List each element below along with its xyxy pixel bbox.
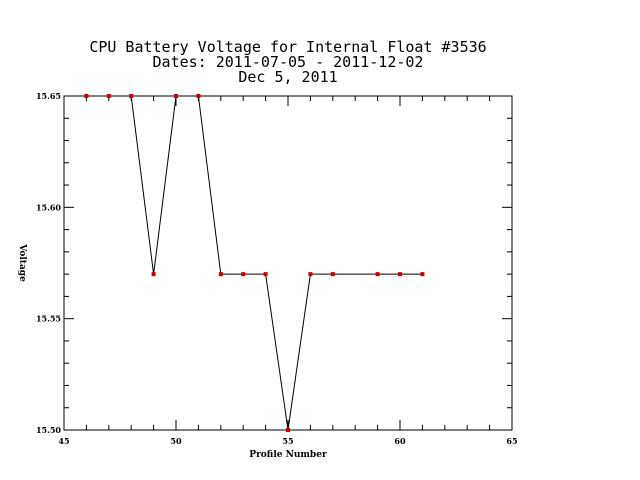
x-tick-label: 45 — [58, 436, 69, 446]
data-point — [106, 94, 111, 98]
data-point — [330, 272, 335, 277]
data-point — [196, 94, 201, 98]
series-layer — [84, 94, 425, 432]
x-tick-label: 55 — [282, 436, 293, 446]
series-line — [86, 95, 423, 431]
x-tick-label: 60 — [394, 436, 406, 446]
title-line-2: Dates: 2011-07-05 - 2011-12-02 — [153, 53, 424, 71]
data-point — [174, 94, 178, 98]
axis-ticks: 45 50 55 60 65 15.50 15.55 15.60 15.65 — [36, 91, 518, 446]
data-point — [375, 272, 380, 277]
plot-frame — [63, 95, 513, 431]
x-tick-label: 65 — [506, 436, 517, 446]
y-tick-label: 15.50 — [36, 425, 61, 435]
data-point — [84, 94, 89, 98]
title-line-1: CPU Battery Voltage for Internal Float #… — [89, 38, 486, 56]
data-point — [151, 272, 156, 277]
data-point — [241, 272, 246, 277]
x-tick-label: 50 — [170, 436, 182, 446]
data-point — [263, 272, 268, 277]
data-point — [308, 272, 313, 277]
data-point — [420, 272, 425, 277]
data-point — [286, 428, 290, 432]
data-point — [218, 272, 223, 277]
y-tick-label: 15.65 — [36, 91, 61, 101]
y-axis-label: Voltage — [17, 243, 27, 282]
y-tick-label: 15.55 — [36, 314, 61, 324]
data-point — [129, 94, 134, 98]
y-tick-label: 15.60 — [36, 202, 61, 212]
x-axis-label: Profile Number — [249, 450, 327, 460]
title-line-3: Dec 5, 2011 — [238, 68, 337, 86]
data-point — [398, 272, 402, 277]
chart-title: CPU Battery Voltage for Internal Float #… — [89, 38, 486, 86]
